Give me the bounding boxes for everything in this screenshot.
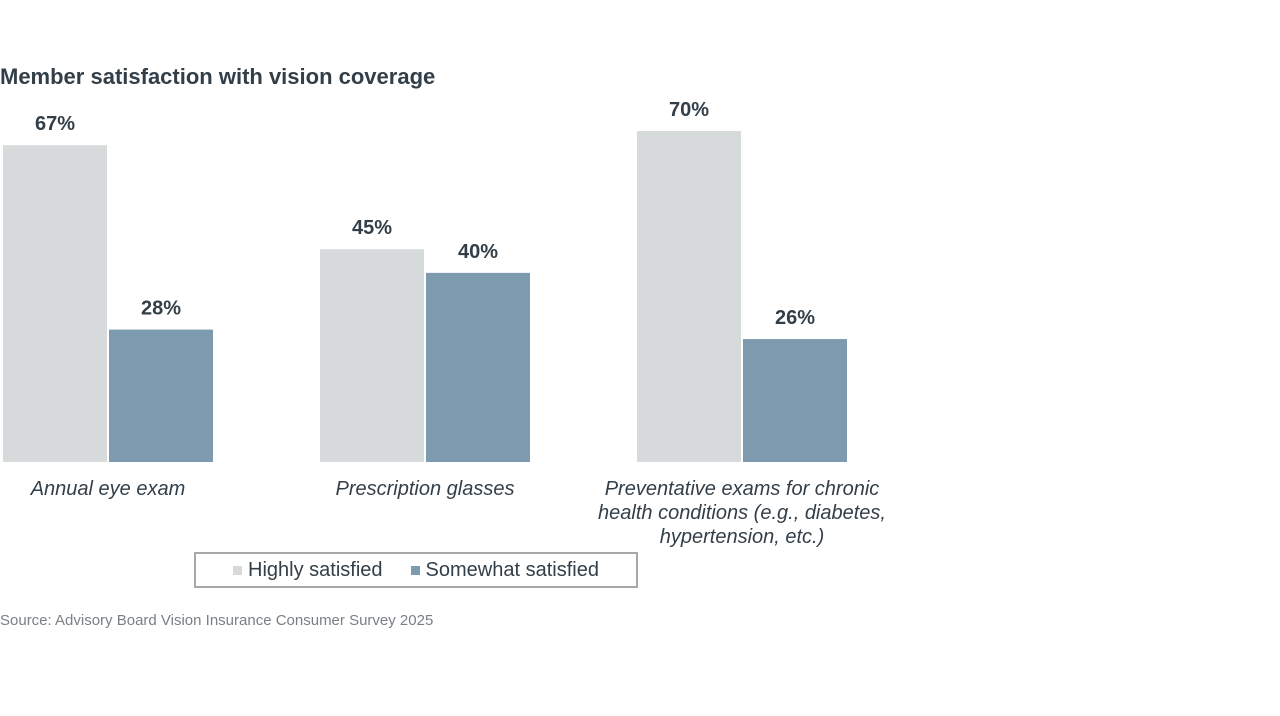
category-label: Annual eye exam bbox=[0, 477, 278, 501]
source-note: Source: Advisory Board Vision Insurance … bbox=[0, 612, 434, 629]
legend-item-somewhat-satisfied: Somewhat satisfied bbox=[410, 558, 599, 582]
bar-highly-satisfied-0 bbox=[3, 145, 107, 462]
bar-somewhat-satisfied-2 bbox=[743, 339, 847, 462]
category-label: Preventative exams for chronic health con… bbox=[572, 477, 912, 549]
legend-item-highly-satisfied: Highly satisfied bbox=[233, 559, 383, 582]
data-label: 26% bbox=[775, 307, 815, 329]
data-label: 40% bbox=[458, 241, 498, 263]
bar-somewhat-satisfied-0 bbox=[109, 329, 213, 462]
category-label-line: Preventative exams for chronic bbox=[604, 478, 880, 500]
chart-title: Member satisfaction with vision coverage bbox=[0, 64, 436, 89]
data-label: 67% bbox=[35, 113, 75, 135]
category-label-line: health conditions (e.g., diabetes, bbox=[598, 502, 886, 524]
legend-label: Highly satisfied bbox=[248, 558, 383, 581]
bar-highly-satisfied-2 bbox=[637, 131, 741, 462]
legend-swatch-highly-satisfied bbox=[233, 565, 243, 575]
bar-somewhat-satisfied-1 bbox=[426, 272, 530, 462]
data-label: 28% bbox=[141, 298, 181, 320]
category-label: Prescription glasses bbox=[255, 477, 595, 501]
legend-swatch-somewhat-satisfied bbox=[410, 565, 420, 575]
legend: Highly satisfied Somewhat satisfied bbox=[194, 552, 638, 588]
category-label-line: Prescription glasses bbox=[335, 478, 515, 500]
category-label-line: Annual eye exam bbox=[30, 478, 186, 500]
data-label: 45% bbox=[352, 217, 392, 239]
category-label-line: hypertension, etc.) bbox=[659, 526, 825, 548]
legend-label: Somewhat satisfied bbox=[425, 558, 599, 581]
data-label: 70% bbox=[669, 99, 709, 121]
bar-highly-satisfied-1 bbox=[320, 249, 424, 462]
